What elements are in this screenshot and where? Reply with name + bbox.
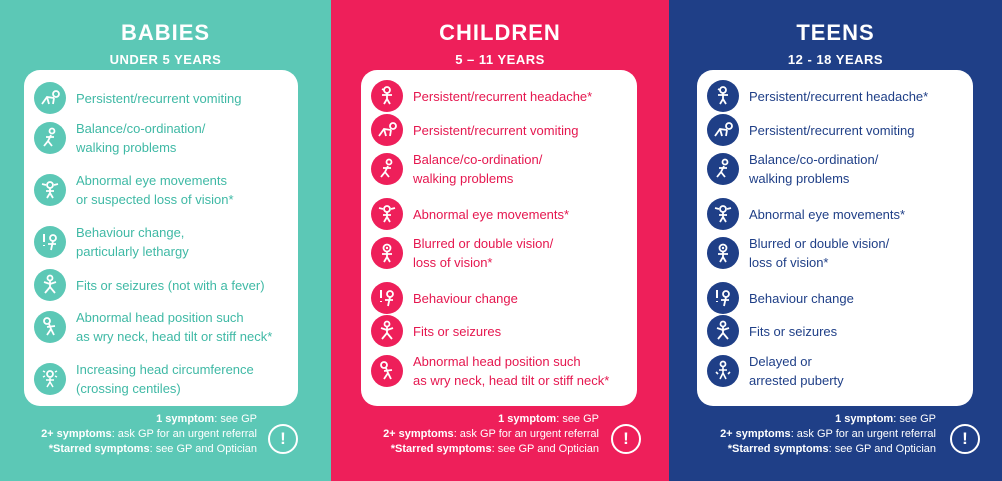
crawling-figure-icon	[707, 114, 739, 146]
head-circumference-icon	[34, 363, 66, 395]
symptom-item: Persistent/recurrent headache*	[707, 80, 965, 112]
symptom-line-2: particularly lethargy	[76, 244, 189, 259]
puberty-figure-icon	[707, 355, 739, 387]
symptom-item: Abnormal eye movements*	[371, 198, 629, 230]
walking-figure-icon	[34, 122, 66, 154]
symptom-card: Persistent/recurrent headache* Persisten…	[361, 70, 637, 406]
symptom-line-2: as wry neck, head tilt or stiff neck*	[76, 329, 273, 344]
headache-figure-icon	[707, 80, 739, 112]
symptom-line-1: Delayed or	[749, 354, 812, 369]
symptom-line-1: Balance/co-ordination/	[76, 121, 206, 136]
symptom-item: Behaviour change	[371, 282, 629, 314]
symptom-item: Abnormal head position such as wry neck, …	[34, 308, 290, 346]
symptom-line-1: Abnormal eye movements	[76, 173, 228, 188]
symptom-item: Persistent/recurrent vomiting	[707, 114, 965, 146]
symptom-line-1: Persistent/recurrent headache*	[749, 88, 929, 104]
tilted-head-icon	[34, 311, 66, 343]
headache-figure-icon	[371, 80, 403, 112]
symptom-line-1: Behaviour change	[749, 290, 854, 306]
babies-panel: BABIES UNDER 5 YEARS Persistent/recurren…	[0, 0, 331, 481]
panel-subtitle: 12 - 18 YEARS	[787, 52, 884, 67]
symptom-line-1: Behaviour change,	[76, 225, 185, 240]
walking-figure-icon	[707, 153, 739, 185]
symptom-item: Balance/co-ordination/walking problems	[371, 150, 629, 188]
symptom-item: Behaviour change	[707, 282, 965, 314]
symptom-line-2: walking problems	[749, 171, 850, 186]
blurred-vision-icon	[371, 237, 403, 269]
exclamation-figure-icon	[34, 226, 66, 258]
symptom-item: Abnormal eye movements*	[707, 198, 965, 230]
exclamation-figure-icon	[707, 282, 739, 314]
seizure-figure-icon	[34, 269, 66, 301]
symptom-line-1: Abnormal head position such	[76, 310, 244, 325]
symptom-line-2: arrested puberty	[749, 373, 844, 388]
symptom-line-2: loss of vision*	[413, 255, 493, 270]
panel-subtitle: UNDER 5 YEARS	[109, 52, 222, 67]
symptom-item: Abnormal eye movements or suspected loss …	[34, 171, 290, 209]
symptom-item: Increasing head circumference (crossing c…	[34, 360, 290, 398]
walking-figure-icon	[371, 153, 403, 185]
footer-note: 1 symptom: see GP 2+ symptoms: ask GP fo…	[383, 413, 599, 455]
blurred-vision-icon	[707, 237, 739, 269]
exclamation-figure-icon	[371, 282, 403, 314]
symptom-line-1: Balance/co-ordination/	[749, 152, 879, 167]
symptom-line-1: Abnormal head position such	[413, 354, 581, 369]
alert-icon: !	[950, 424, 980, 454]
symptom-card: Persistent/recurrent vomiting Balance/co…	[24, 70, 298, 406]
symptom-item: Fits or seizures	[707, 315, 965, 347]
symptom-line-1: Blurred or double vision/	[749, 236, 890, 251]
symptom-line-1: Balance/co-ordination/	[413, 152, 543, 167]
symptom-item: Persistent/recurrent vomiting	[371, 114, 629, 146]
symptom-line-2: as wry neck, head tilt or stiff neck*	[413, 373, 610, 388]
eye-figure-icon	[707, 198, 739, 230]
symptom-line-1: Fits or seizures (not with a fever)	[76, 277, 265, 293]
symptom-item: Balance/co-ordination/walking problems	[707, 150, 965, 188]
panel-title: CHILDREN	[439, 20, 561, 45]
symptom-item: Blurred or double vision/loss of vision*	[371, 234, 629, 272]
footer-note: 1 symptom: see GP 2+ symptoms: ask GP fo…	[720, 413, 936, 455]
symptom-item: Abnormal head position such as wry neck, …	[371, 352, 629, 390]
symptom-line-2: walking problems	[76, 140, 177, 155]
tilted-head-icon	[371, 355, 403, 387]
symptom-line-1: Persistent/recurrent vomiting	[76, 90, 242, 106]
teens-panel: TEENS 12 - 18 YEARS Persistent/recurrent…	[669, 0, 1002, 481]
symptom-line-1: Fits or seizures	[413, 323, 502, 339]
seizure-figure-icon	[371, 315, 403, 347]
symptom-line-1: Increasing head circumference	[76, 362, 254, 377]
crawling-figure-icon	[371, 114, 403, 146]
symptom-line-1: Persistent/recurrent vomiting	[749, 122, 915, 138]
crawling-baby-icon	[34, 82, 66, 114]
symptom-line-1: Persistent/recurrent vomiting	[413, 122, 579, 138]
symptom-line-2: (crossing centiles)	[76, 381, 181, 396]
symptom-item: Behaviour change, particularly lethargy	[34, 223, 290, 261]
alert-icon: !	[268, 424, 298, 454]
symptom-item: Fits or seizures	[371, 315, 629, 347]
children-panel: CHILDREN 5 – 11 YEARS Persistent/recurre…	[331, 0, 669, 481]
panel-title: BABIES	[120, 20, 211, 45]
eye-figure-icon	[34, 174, 66, 206]
symptom-item: Balance/co-ordination/walking problems	[34, 119, 290, 157]
symptom-item: Delayed or arrested puberty	[707, 352, 965, 390]
alert-icon: !	[611, 424, 641, 454]
symptom-line-1: Behaviour change	[413, 290, 518, 306]
eye-figure-icon	[371, 198, 403, 230]
symptom-item: Persistent/recurrent headache*	[371, 80, 629, 112]
symptom-line-1: Persistent/recurrent headache*	[413, 88, 593, 104]
symptom-item: Persistent/recurrent vomiting	[34, 82, 290, 114]
panel-subtitle: 5 – 11 YEARS	[455, 52, 545, 67]
symptom-card: Persistent/recurrent headache* Persisten…	[697, 70, 973, 406]
footer-note: 1 symptom: see GP 2+ symptoms: ask GP fo…	[41, 413, 257, 455]
symptom-line-1: Abnormal eye movements*	[749, 206, 906, 222]
seizure-figure-icon	[707, 315, 739, 347]
symptom-line-2: or suspected loss of vision*	[76, 192, 234, 207]
symptom-item: Fits or seizures (not with a fever)	[34, 269, 290, 301]
symptom-line-2: walking problems	[413, 171, 514, 186]
symptom-item: Blurred or double vision/loss of vision*	[707, 234, 965, 272]
symptom-line-1: Fits or seizures	[749, 323, 838, 339]
symptom-line-2: loss of vision*	[749, 255, 829, 270]
panel-title: TEENS	[796, 20, 875, 45]
symptom-line-1: Blurred or double vision/	[413, 236, 554, 251]
symptom-line-1: Abnormal eye movements*	[413, 206, 570, 222]
